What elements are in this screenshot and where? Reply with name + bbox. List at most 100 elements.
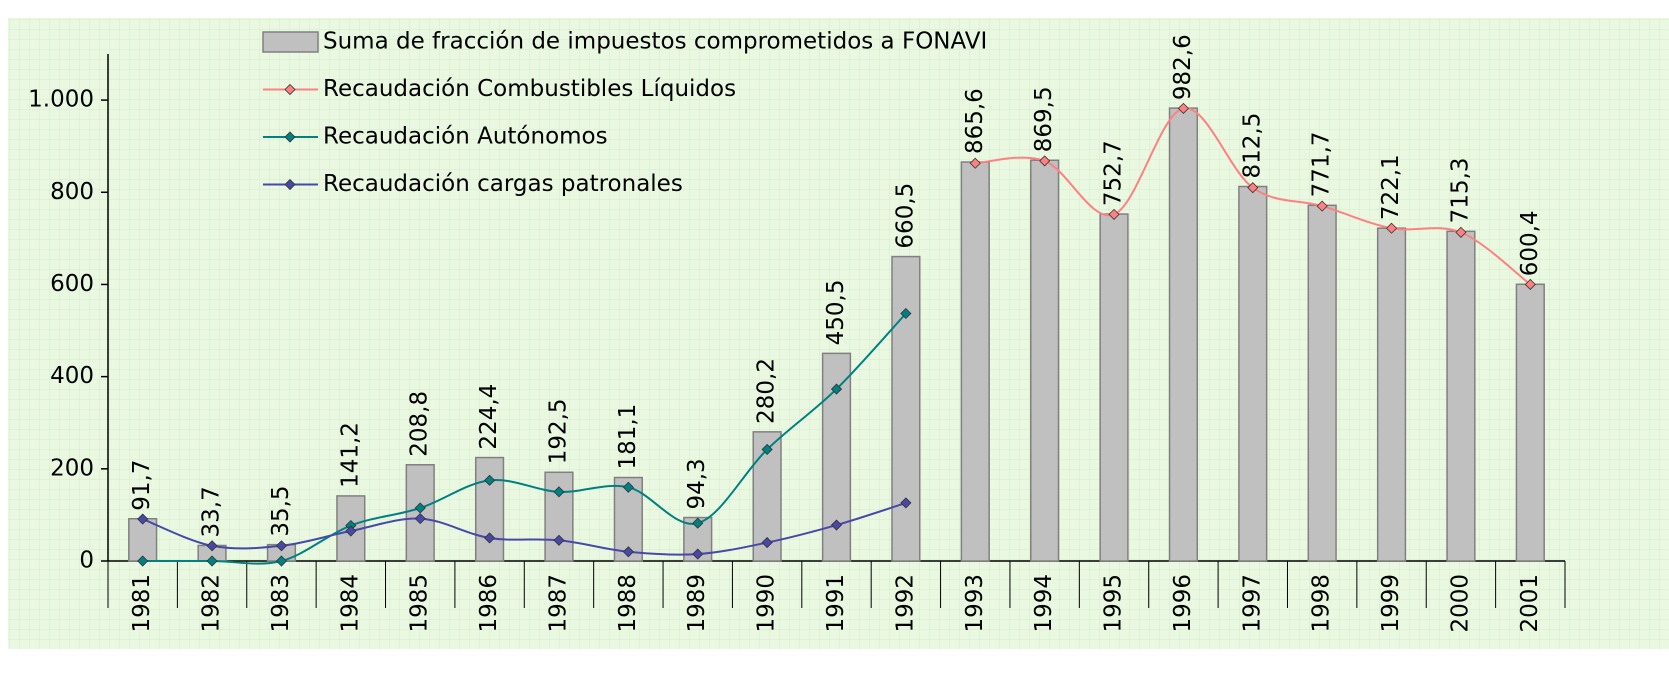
line-marker: [137, 555, 149, 567]
line-marker: [414, 513, 426, 525]
line-marker: [692, 517, 704, 529]
bar-value-label: 94,3: [684, 458, 710, 509]
line-marker: [345, 525, 357, 537]
bar-value-label: 600,4: [1517, 210, 1543, 276]
legend-swatch: [262, 31, 319, 53]
x-tick-label: 1982: [199, 574, 225, 633]
x-tick-label: 1996: [1170, 574, 1196, 633]
line-marker: [969, 157, 981, 169]
bar: [1515, 283, 1545, 562]
bar-value-label: 181,1: [615, 404, 641, 470]
line-marker: [622, 481, 634, 493]
x-tick-label: 1990: [754, 574, 780, 633]
bar-value-label: 812,5: [1239, 113, 1265, 179]
line-marker: [1039, 155, 1051, 167]
line-marker: [484, 474, 496, 486]
y-tick-label: 200: [50, 455, 94, 481]
x-tick-label: 1991: [823, 574, 849, 633]
x-tick-label: 1985: [407, 574, 433, 633]
line-marker: [206, 555, 218, 567]
line-marker: [206, 540, 218, 552]
bar-value-label: 91,7: [129, 460, 155, 511]
bar-value-label: 771,7: [1309, 131, 1335, 197]
bar-value-label: 752,7: [1101, 140, 1127, 206]
y-tick-label: 600: [50, 271, 94, 297]
bar: [1238, 185, 1268, 562]
line-marker: [1177, 102, 1189, 114]
x-tick-label: 1987: [545, 574, 571, 633]
legend-label: Recaudación cargas patronales: [323, 171, 683, 197]
line-marker: [1385, 222, 1398, 234]
x-tick-label: 1984: [337, 574, 363, 633]
line-marker: [1524, 278, 1536, 291]
line-marker: [900, 307, 912, 320]
x-tick-label: 1983: [268, 574, 294, 633]
bar-value-label: 715,3: [1447, 157, 1473, 223]
y-tick-label: 400: [50, 363, 94, 389]
legend-label: Suma de fracción de impuestos comprometi…: [323, 29, 987, 55]
line-marker: [553, 534, 565, 546]
bar-value-label: 865,6: [962, 88, 988, 154]
bar-value-label: 224,4: [476, 384, 502, 450]
line-marker: [830, 383, 843, 395]
x-tick-label: 1995: [1101, 574, 1127, 633]
x-tick-label: 1999: [1378, 574, 1404, 633]
line-marker: [761, 536, 773, 549]
line-marker: [1247, 182, 1259, 194]
bar: [1307, 204, 1337, 562]
y-tick-label: 1.000: [28, 87, 94, 113]
line-marker: [1108, 208, 1120, 220]
legend-marker: [284, 131, 296, 143]
bar-value-label: 660,5: [892, 183, 918, 249]
bar-value-label: 982,6: [1170, 34, 1196, 100]
bar-value-label: 192,5: [545, 398, 571, 464]
x-tick-label: 1988: [615, 574, 641, 633]
bar-value-label: 450,5: [823, 280, 849, 346]
line-marker: [900, 497, 912, 509]
x-tick-label: 1981: [129, 574, 155, 633]
bar-value-label: 141,2: [337, 422, 363, 488]
x-tick-label: 1998: [1309, 574, 1335, 633]
line-marker: [830, 519, 843, 531]
x-tick-label: 1994: [1031, 574, 1057, 633]
bar: [544, 471, 574, 562]
legend-marker: [284, 83, 296, 96]
line-marker: [414, 502, 426, 514]
bar: [128, 517, 158, 562]
line-marker: [275, 540, 288, 552]
bar-value-label: 280,2: [754, 358, 780, 424]
legend-marker: [284, 178, 296, 191]
bar-value-label: 869,5: [1031, 86, 1057, 152]
x-tick-label: 2000: [1447, 574, 1473, 633]
line-marker: [484, 532, 496, 544]
bar-value-label: 722,1: [1378, 154, 1404, 220]
x-tick-label: 1989: [684, 574, 710, 633]
x-tick-label: 1993: [962, 574, 988, 633]
line-marker: [622, 546, 634, 558]
line-marker: [1455, 226, 1467, 238]
bar: [960, 161, 990, 562]
line-marker: [553, 486, 565, 498]
x-tick-label: 1997: [1239, 574, 1265, 633]
bar-value-label: 208,8: [407, 391, 433, 457]
bar-value-label: 33,7: [199, 486, 225, 537]
bar: [1376, 227, 1407, 562]
x-tick-label: 2001: [1517, 574, 1543, 633]
bar: [1446, 230, 1476, 562]
bar: [1168, 107, 1199, 562]
line-marker: [692, 548, 704, 560]
line-marker: [137, 513, 149, 525]
bar: [891, 255, 921, 562]
line-series: [142, 501, 907, 556]
bar: [1030, 159, 1060, 562]
line-marker: [1316, 200, 1328, 212]
line-series: [975, 107, 1531, 286]
x-tick-label: 1986: [476, 574, 502, 633]
bar-value-label: 35,5: [268, 485, 294, 536]
legend-label: Recaudación Combustibles Líquidos: [323, 76, 736, 102]
y-tick-label: 800: [50, 179, 94, 205]
y-tick-label: 0: [79, 548, 94, 574]
line-marker: [761, 443, 773, 456]
x-tick-label: 1992: [892, 574, 918, 633]
